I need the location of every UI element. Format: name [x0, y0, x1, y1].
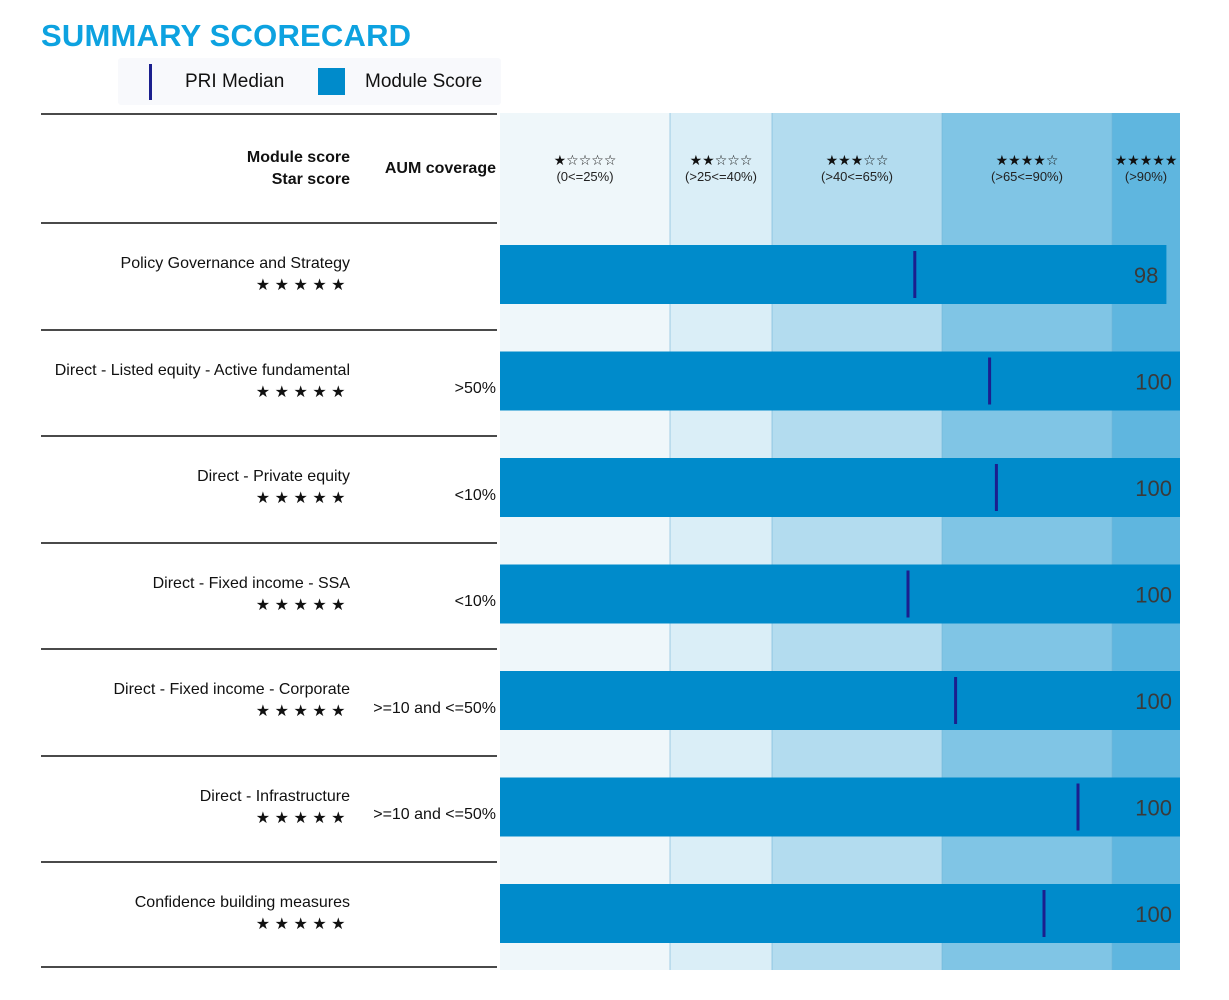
- header-top-rule: [41, 113, 497, 115]
- median-marker: [988, 357, 992, 405]
- module-name: Direct - Fixed income - SSA: [152, 574, 350, 592]
- module-stars: ★★★★★: [255, 490, 350, 507]
- module-stars: ★★★★★: [255, 596, 350, 614]
- legend-median-swatch: [149, 64, 152, 100]
- band-label-1: (0<=25%): [556, 169, 613, 184]
- band-5: [1112, 113, 1180, 970]
- score-bar: [500, 458, 1180, 517]
- legend-score-label: Module Score: [365, 71, 483, 92]
- band-stars-1: ★☆☆☆☆: [554, 153, 617, 169]
- module-name: Confidence building measures: [134, 894, 350, 911]
- median-marker: [906, 570, 910, 618]
- median-marker: [994, 464, 998, 511]
- module-name: Direct - Listed equity - Active fundamen…: [54, 361, 350, 379]
- legend-median-label: PRI Median: [185, 71, 285, 92]
- module-stars: ★★★★★: [255, 277, 350, 294]
- band-stars-4: ★★★★☆: [996, 153, 1059, 169]
- module-stars: ★★★★★: [255, 809, 350, 827]
- row-divider: [41, 861, 497, 863]
- band-divider-4: [1111, 113, 1113, 970]
- module-name: Direct - Fixed income - Corporate: [113, 681, 350, 698]
- score-label: 100: [1135, 370, 1172, 395]
- median-marker: [1076, 783, 1080, 831]
- legend-score-swatch: [318, 68, 345, 95]
- band-label-5: (>90%): [1125, 169, 1167, 184]
- score-label: 98: [1134, 263, 1158, 288]
- row-divider: [41, 222, 497, 224]
- module-name: Policy Governance and Strategy: [120, 255, 350, 272]
- score-label: 100: [1135, 689, 1172, 714]
- aum-coverage-value: <10%: [454, 593, 496, 610]
- header-aum-coverage: AUM coverage: [384, 160, 496, 177]
- score-bar: [500, 671, 1180, 730]
- header-star-score: Star score: [271, 171, 350, 188]
- aum-coverage-value: >=10 and <=50%: [373, 806, 496, 823]
- table-bottom-rule: [41, 965, 497, 968]
- module-name: Direct - Private equity: [197, 468, 350, 485]
- aum-coverage-value: >=10 and <=50%: [373, 699, 496, 717]
- page-title: SUMMARY SCORECARD: [41, 18, 412, 53]
- score-label: 100: [1135, 583, 1172, 608]
- score-bar: [500, 351, 1180, 411]
- score-label: 100: [1135, 902, 1172, 927]
- module-stars: ★★★★★: [255, 703, 350, 720]
- row-divider: [41, 435, 497, 437]
- band-label-2: (>25<=40%): [685, 169, 757, 184]
- band-4: [942, 113, 1112, 970]
- score-bar: [500, 884, 1180, 943]
- aum-coverage-value: <10%: [454, 486, 496, 504]
- header-module-score: Module score: [246, 149, 350, 166]
- band-label-4: (>65<=90%): [991, 169, 1063, 184]
- aum-coverage-value: >50%: [454, 380, 496, 397]
- score-bar: [500, 245, 1167, 304]
- band-1: [500, 113, 670, 970]
- median-marker: [913, 251, 917, 298]
- median-marker: [954, 677, 958, 724]
- median-marker: [1042, 890, 1046, 937]
- module-stars: ★★★★★: [255, 383, 350, 401]
- band-stars-5: ★★★★★: [1115, 153, 1178, 169]
- band-divider-2: [771, 113, 773, 970]
- band-label-3: (>40<=65%): [821, 169, 893, 184]
- row-divider: [41, 541, 497, 544]
- score-label: 100: [1135, 476, 1172, 501]
- module-stars: ★★★★★: [255, 916, 350, 933]
- band-3: [772, 113, 942, 970]
- legend: PRI Median Module Score: [118, 58, 501, 105]
- score-bar: [500, 564, 1180, 624]
- band-2: [670, 113, 772, 970]
- score-bar: [500, 777, 1180, 837]
- module-name: Direct - Infrastructure: [199, 787, 350, 805]
- band-stars-3: ★★★☆☆: [826, 153, 889, 169]
- band-stars-2: ★★☆☆☆: [690, 153, 753, 169]
- row-divider: [41, 328, 497, 331]
- score-label: 100: [1135, 796, 1172, 821]
- row-divider: [41, 754, 497, 757]
- row-divider: [41, 648, 497, 650]
- band-divider-1: [669, 113, 671, 970]
- band-divider-3: [941, 113, 943, 970]
